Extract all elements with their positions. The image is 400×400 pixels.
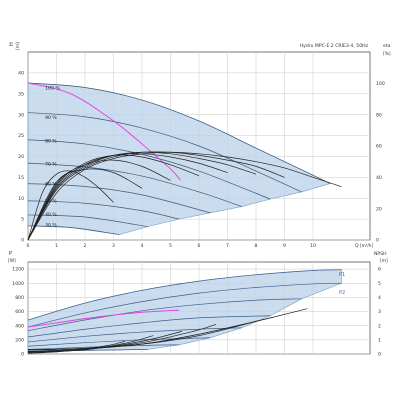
speed-curve: [27, 225, 120, 235]
power-tick-label: 0: [21, 352, 24, 358]
head-axis-unit: [m]: [15, 42, 21, 50]
npsh-axis-unit: [m]: [380, 258, 388, 264]
speed-label: 60 %: [45, 181, 57, 187]
speed-label: 80 %: [45, 139, 57, 145]
npsh-tick-label: 5: [378, 281, 381, 287]
power-curve: [27, 282, 342, 328]
flow-tick-label: 7: [226, 243, 229, 249]
head-tick-label: 10: [18, 196, 24, 202]
flow-tick-label: 1: [55, 243, 58, 249]
head-axis-label: H: [9, 42, 15, 46]
speed-label: 40 %: [45, 212, 57, 218]
power-curve: [27, 327, 242, 343]
power-curve: [27, 298, 302, 331]
power-tick-label: 600: [15, 309, 24, 315]
speed-label: 70 %: [45, 162, 57, 168]
flow-tick-label: 6: [198, 243, 201, 249]
head-tick-label: 15: [18, 175, 24, 181]
legend-p2: P2: [339, 290, 345, 296]
flow-axis-label: Q: [355, 243, 359, 249]
efficiency-tick-label: 40: [376, 175, 382, 181]
npsh-tick-label: 2: [378, 323, 381, 329]
head-tick-label: 35: [18, 91, 24, 97]
speed-curve: [27, 200, 180, 220]
power-tick-label: 800: [15, 295, 24, 301]
efficiency-tick-label: 60: [376, 144, 382, 150]
head-tick-label: 0: [21, 238, 24, 244]
speed-label: 50 %: [45, 198, 57, 204]
power-tick-label: 400: [15, 323, 24, 329]
legend-p1: P1: [339, 272, 345, 278]
speed-curve: [27, 112, 302, 193]
npsh-tick-label: 4: [378, 295, 381, 301]
power-tick-label: 1200: [12, 267, 24, 273]
head-tick-label: 30: [18, 112, 24, 118]
efficiency-curve: [27, 151, 285, 241]
efficiency-tick-label: 20: [376, 206, 382, 212]
npsh-curve: [27, 346, 100, 354]
speed-curve: [27, 139, 271, 200]
efficiency-tick-label: 80: [376, 112, 382, 118]
efficiency-axis-label: eta: [383, 43, 391, 49]
efficiency-curve: [27, 168, 143, 241]
efficiency-tick-label: 100: [376, 81, 385, 87]
curve-layer: [27, 82, 342, 354]
flow-tick-label: 5: [169, 243, 172, 249]
head-tick-label: 5: [21, 217, 24, 223]
speed-label: 30 %: [45, 223, 57, 229]
head-tick-label: 25: [18, 133, 24, 139]
flow-tick-label: 2: [84, 243, 87, 249]
efficiency-curve: [27, 151, 342, 241]
flow-tick-label: 0: [27, 243, 30, 249]
power-tick-label: 200: [15, 337, 24, 343]
flow-axis-unit: [m³/h]: [360, 243, 373, 248]
efficiency-curve: [27, 153, 228, 241]
npsh-tick-label: 0: [378, 352, 381, 358]
efficiency-tick-label: 0: [376, 238, 379, 244]
npsh-tick-label: 6: [378, 267, 381, 273]
speed-label: 90 %: [45, 115, 57, 121]
flow-tick-label: 9: [283, 243, 286, 249]
head-tick-label: 40: [18, 70, 24, 76]
flow-tick-label: 3: [112, 243, 115, 249]
npsh-tick-label: 1: [378, 337, 381, 343]
speed-curve: [27, 82, 331, 184]
chart-title: Hydro MPC-E 2 CRIE3-4, 50Hz: [300, 43, 369, 49]
power-tick-label: 1000: [12, 281, 24, 287]
power-curve: [27, 315, 271, 338]
label-layer: 0 1 2 3 4 5 6 7 8 9 100510152025303540020406080100…: [12, 70, 385, 357]
power-axis-unit: [W]: [8, 258, 16, 264]
npsh-curve: [27, 323, 217, 352]
power-axis-label: P: [9, 251, 12, 257]
flow-tick-label: 10: [310, 243, 316, 249]
efficiency-curve: [27, 170, 114, 241]
speed-label: 100 %: [45, 86, 60, 92]
efficiency-axis-unit: [%]: [383, 51, 391, 57]
head-tick-label: 20: [18, 154, 24, 160]
npsh-tick-label: 3: [378, 309, 381, 315]
flow-tick-label: 8: [255, 243, 258, 249]
flow-tick-label: 4: [141, 243, 144, 249]
speed-curve: [27, 162, 242, 207]
power-curve: [27, 269, 342, 321]
npsh-axis-label: NPSH: [374, 251, 387, 257]
reference-curve: [27, 82, 181, 181]
efficiency-curve: [27, 159, 171, 241]
reference-curve: [27, 309, 180, 328]
efficiency-curve: [27, 151, 257, 241]
efficiency-curve: [27, 154, 200, 241]
